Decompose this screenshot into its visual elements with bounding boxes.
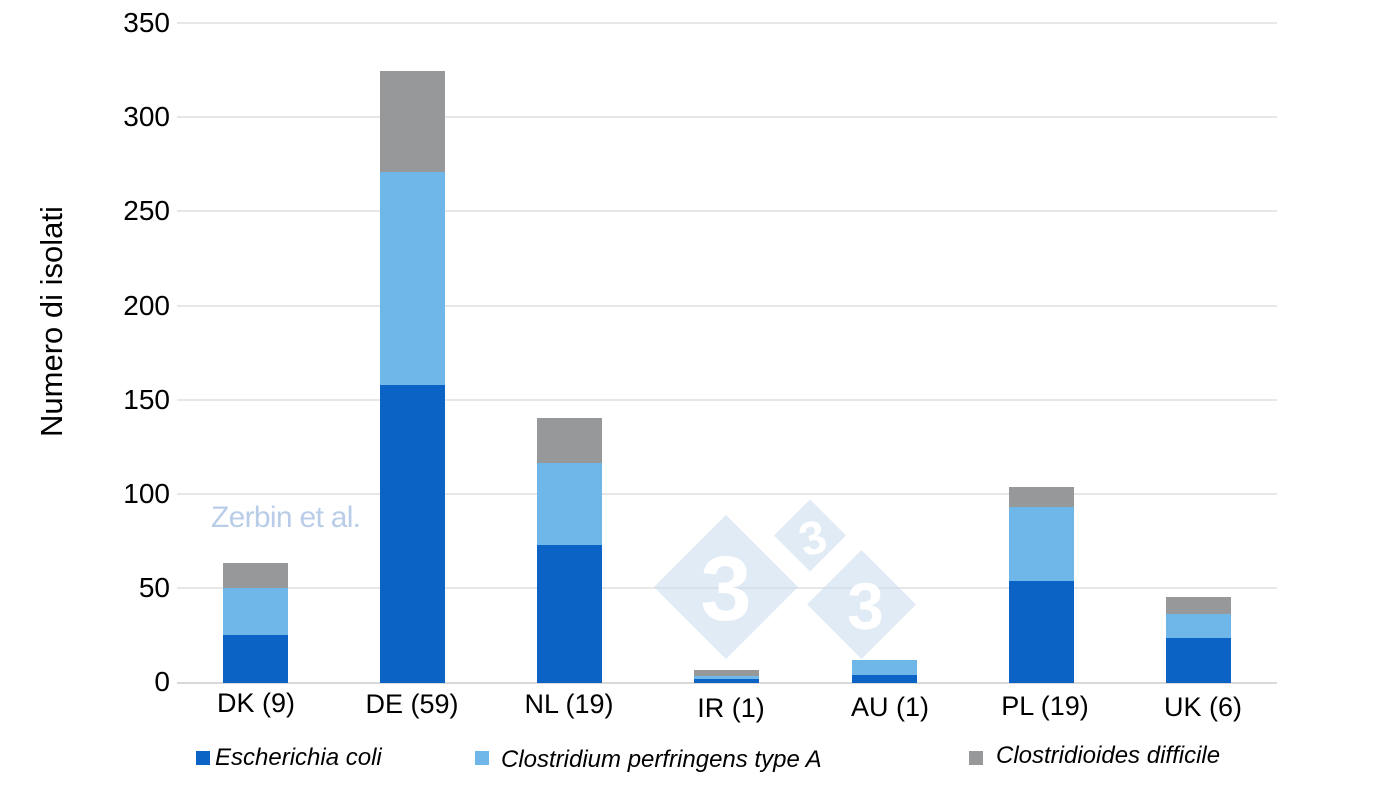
svg-text:3: 3 bbox=[700, 538, 751, 640]
svg-text:3: 3 bbox=[847, 569, 884, 643]
